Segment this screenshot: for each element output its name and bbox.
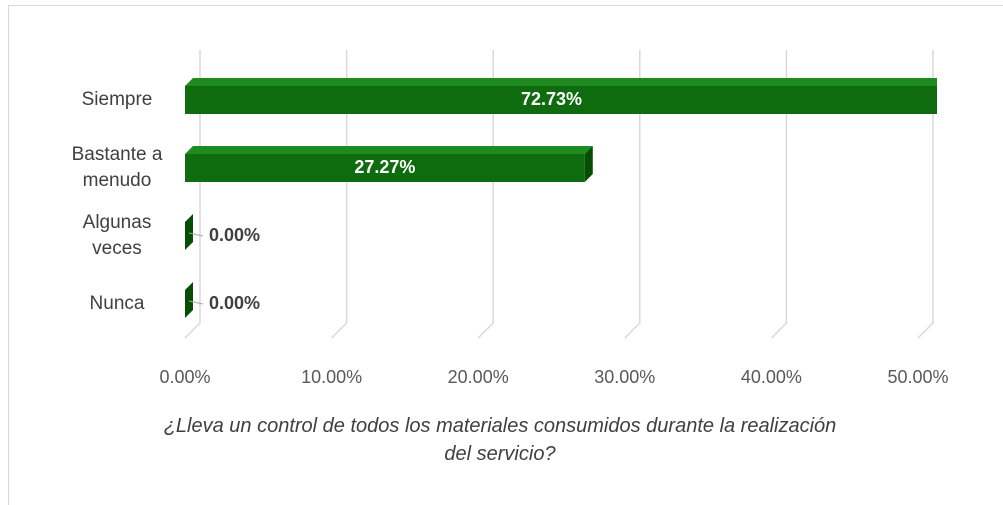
grid-line xyxy=(624,50,641,339)
y-tick-label: Nunca xyxy=(89,293,145,314)
bar xyxy=(185,146,593,182)
bar xyxy=(185,282,193,318)
x-tick-label: 10.00% xyxy=(301,367,362,387)
data-label: 0.00% xyxy=(209,225,260,245)
bars xyxy=(185,78,937,318)
bar-side xyxy=(185,282,193,318)
y-tick-label: Bastante a menudo xyxy=(71,144,163,191)
leader-line xyxy=(188,232,204,237)
x-tick-label: 0.00% xyxy=(159,367,210,387)
bar-side xyxy=(584,146,593,182)
grid-line xyxy=(331,50,348,339)
data-label: 27.27% xyxy=(354,157,415,177)
bar-top xyxy=(185,78,937,86)
bar-front xyxy=(185,86,937,114)
leader-line xyxy=(188,300,204,305)
data-label: 72.73% xyxy=(521,89,582,109)
chart-title: ¿Lleva un control de todos los materiale… xyxy=(163,415,837,465)
grid-line xyxy=(770,50,788,339)
chart-border xyxy=(8,5,1003,505)
y-tick-label: Algunas veces xyxy=(82,212,152,259)
x-tick-label: 20.00% xyxy=(448,367,509,387)
x-tick-label: 50.00% xyxy=(887,367,948,387)
bar-top xyxy=(185,146,593,154)
grid-line xyxy=(184,50,201,339)
bar xyxy=(185,214,193,250)
y-tick-label: Siempre xyxy=(81,89,153,110)
bar-front xyxy=(185,154,585,182)
x-tick-label: 40.00% xyxy=(741,367,802,387)
x-tick-label: 30.00% xyxy=(594,367,655,387)
grid-line xyxy=(477,50,494,339)
data-label: 0.00% xyxy=(209,293,260,313)
bar xyxy=(185,78,937,114)
grid-line xyxy=(917,50,934,339)
bar-side xyxy=(185,214,193,250)
